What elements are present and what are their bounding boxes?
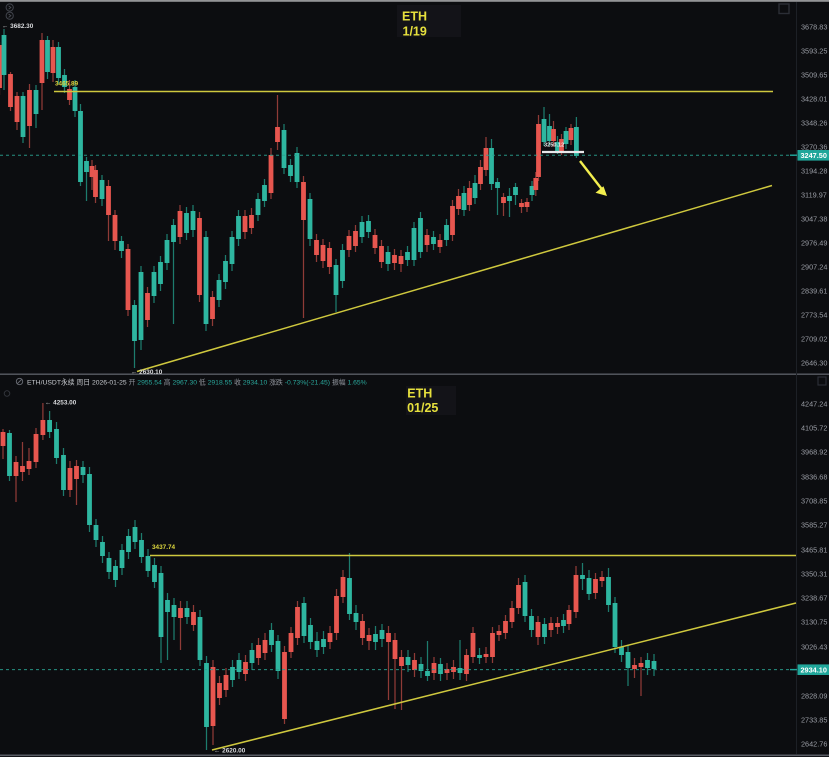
- svg-text:1/19: 1/19: [403, 25, 427, 39]
- svg-text:3270.36: 3270.36: [801, 143, 827, 152]
- svg-text:2976.49: 2976.49: [801, 239, 827, 248]
- svg-text:ETH: ETH: [402, 9, 427, 23]
- svg-text:3238.67: 3238.67: [801, 594, 827, 603]
- svg-text:← 4253.00: ← 4253.00: [45, 400, 77, 407]
- svg-text:3509.65: 3509.65: [801, 71, 827, 80]
- svg-text:3250.12: 3250.12: [544, 143, 564, 149]
- svg-text:3026.43: 3026.43: [801, 643, 827, 652]
- svg-text:ETH/USDT永续 周日 2026-01-25 开 295: ETH/USDT永续 周日 2026-01-25 开 2955.54 高 296…: [27, 377, 367, 386]
- svg-text:2773.54: 2773.54: [801, 311, 827, 320]
- svg-text:3708.85: 3708.85: [801, 497, 827, 506]
- svg-text:2733.85: 2733.85: [801, 716, 827, 725]
- svg-text:01/25: 01/25: [407, 401, 438, 415]
- svg-text:3119.97: 3119.97: [801, 191, 827, 200]
- svg-text:ETH: ETH: [407, 387, 432, 401]
- svg-text:2828.09: 2828.09: [801, 692, 827, 701]
- svg-text:3678.83: 3678.83: [801, 23, 827, 32]
- svg-text:3437.74: 3437.74: [152, 544, 176, 551]
- svg-text:3593.25: 3593.25: [801, 47, 827, 56]
- svg-text:3836.68: 3836.68: [801, 473, 827, 482]
- svg-text:2907.24: 2907.24: [801, 263, 827, 272]
- svg-text:← 3682.30: ← 3682.30: [2, 23, 34, 30]
- svg-text:3465.89: 3465.89: [55, 81, 79, 88]
- svg-text:3585.27: 3585.27: [801, 521, 827, 530]
- svg-text:3247.50: 3247.50: [801, 151, 827, 160]
- svg-text:2709.02: 2709.02: [801, 335, 827, 344]
- svg-text:2934.10: 2934.10: [801, 666, 827, 675]
- svg-text:2839.61: 2839.61: [801, 287, 827, 296]
- svg-text:4105.72: 4105.72: [801, 424, 827, 433]
- svg-text:3194.28: 3194.28: [801, 167, 827, 176]
- svg-text:4247.24: 4247.24: [801, 400, 827, 409]
- svg-text:2646.30: 2646.30: [801, 359, 827, 368]
- svg-text:3465.81: 3465.81: [801, 546, 827, 555]
- svg-text:3348.26: 3348.26: [801, 119, 827, 128]
- svg-text:← 2620.00: ← 2620.00: [214, 748, 246, 755]
- svg-text:3047.38: 3047.38: [801, 215, 827, 224]
- svg-text:3428.01: 3428.01: [801, 95, 827, 104]
- svg-text:← 2630.10: ← 2630.10: [131, 369, 163, 376]
- svg-text:3130.75: 3130.75: [801, 618, 827, 627]
- svg-text:2642.76: 2642.76: [801, 740, 827, 749]
- svg-text:3968.92: 3968.92: [801, 448, 827, 457]
- svg-text:3350.31: 3350.31: [801, 570, 827, 579]
